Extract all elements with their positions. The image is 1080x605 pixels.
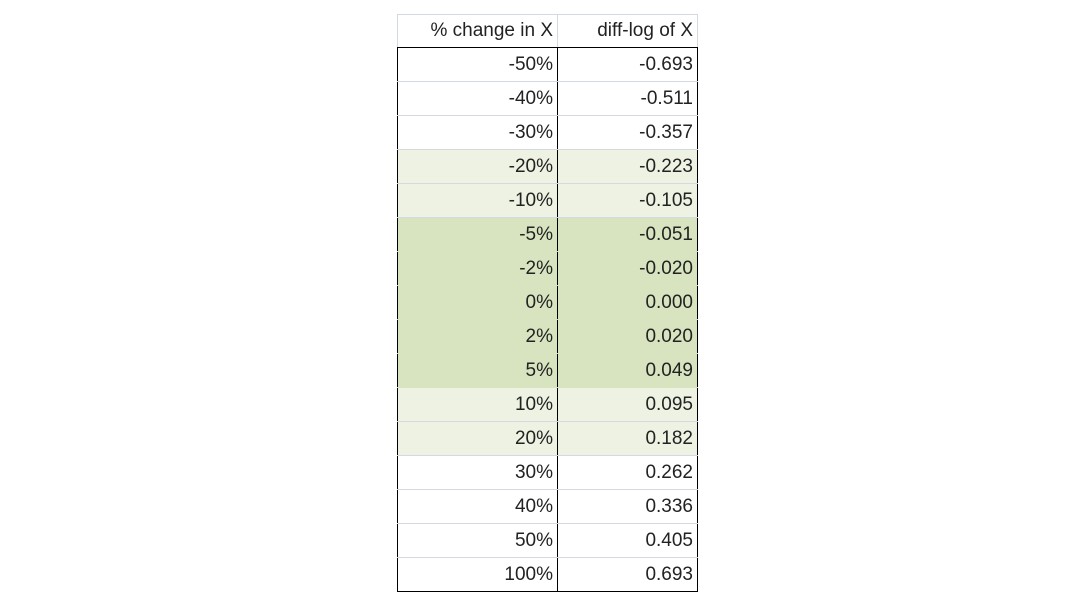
table-cell: -20%: [397, 149, 558, 184]
table-cell: -0.020: [557, 251, 698, 286]
table-cell: 0.336: [557, 489, 698, 524]
table-row: -20% -0.223: [397, 149, 698, 184]
table-cell: 0.049: [557, 353, 698, 388]
table-cell: 10%: [397, 387, 558, 422]
table-row: 100% 0.693: [397, 557, 698, 592]
table-row: 10% 0.095: [397, 387, 698, 422]
table-cell: 0.020: [557, 319, 698, 354]
table-row: 0% 0.000: [397, 285, 698, 320]
table-body: -50% -0.693 -40% -0.511 -30% -0.357 -20% -0.223…: [397, 47, 698, 592]
table-row: -40% -0.511: [397, 81, 698, 116]
table-cell: 0.095: [557, 387, 698, 422]
table-cell: -2%: [397, 251, 558, 286]
table-row: 5% 0.049: [397, 353, 698, 388]
header-cell: diff-log of X: [557, 14, 698, 48]
table-row: 40% 0.336: [397, 489, 698, 524]
table-cell: 40%: [397, 489, 558, 524]
table-cell: -0.223: [557, 149, 698, 184]
table-cell: 0%: [397, 285, 558, 320]
table-row: 50% 0.405: [397, 523, 698, 558]
table-row: 2% 0.020: [397, 319, 698, 354]
table-cell: -0.051: [557, 217, 698, 252]
table-cell: 2%: [397, 319, 558, 354]
table-cell: -30%: [397, 115, 558, 150]
table-cell: -50%: [397, 47, 558, 82]
table-cell: -0.105: [557, 183, 698, 218]
table-cell: 5%: [397, 353, 558, 388]
table-row: -2% -0.020: [397, 251, 698, 286]
header-cell: % change in X: [397, 14, 558, 48]
table-row: 30% 0.262: [397, 455, 698, 490]
table-cell: 0.000: [557, 285, 698, 320]
table-cell: -10%: [397, 183, 558, 218]
table-cell: 0.405: [557, 523, 698, 558]
table-cell: -0.511: [557, 81, 698, 116]
table-row: -10% -0.105: [397, 183, 698, 218]
table-cell: 50%: [397, 523, 558, 558]
table-cell: 100%: [397, 557, 558, 592]
table-cell: 30%: [397, 455, 558, 490]
table-cell: 0.262: [557, 455, 698, 490]
table-row: -5% -0.051: [397, 217, 698, 252]
table-cell: -0.357: [557, 115, 698, 150]
table-cell: -5%: [397, 217, 558, 252]
table-cell: -0.693: [557, 47, 698, 82]
table-cell: -40%: [397, 81, 558, 116]
table-cell: 20%: [397, 421, 558, 456]
table-row: -30% -0.357: [397, 115, 698, 150]
table-row: 20% 0.182: [397, 421, 698, 456]
table-cell: 0.182: [557, 421, 698, 456]
table-row: -50% -0.693: [397, 47, 698, 82]
table-cell: 0.693: [557, 557, 698, 592]
